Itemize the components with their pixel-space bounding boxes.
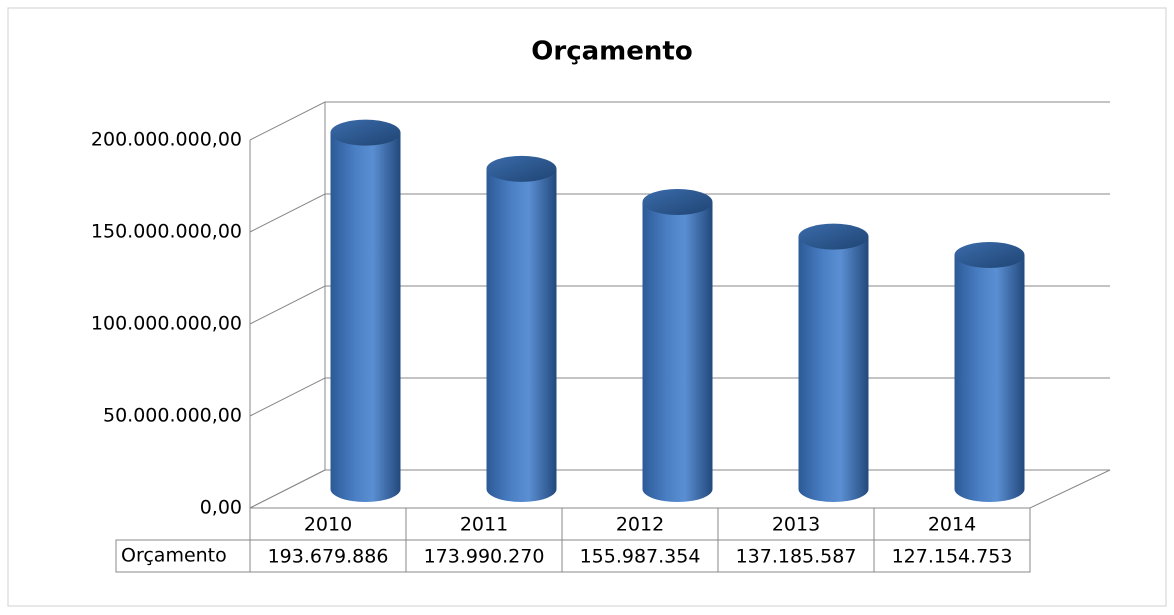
y-tick-label: 50.000.000,00 bbox=[103, 405, 242, 427]
x-tick-label: 2012 bbox=[616, 514, 664, 536]
table-value-cell bbox=[873, 539, 1031, 573]
chart-title: Orçamento bbox=[531, 37, 692, 67]
cylinder bbox=[486, 155, 557, 503]
cylinder bbox=[330, 119, 401, 503]
y-tick-label: 200.000.000,00 bbox=[91, 129, 242, 151]
cylinder-body bbox=[954, 255, 1025, 503]
cylinder bbox=[798, 223, 869, 503]
x-tick-label: 2014 bbox=[928, 514, 976, 536]
x-tick-label: 2010 bbox=[304, 514, 352, 536]
x-tick-label: 2013 bbox=[772, 514, 820, 536]
cylinder-top bbox=[330, 119, 401, 146]
cylinder bbox=[642, 188, 713, 503]
cylinder-top bbox=[642, 188, 713, 215]
cylinder bbox=[954, 242, 1025, 503]
data-label: 127.154.753 bbox=[892, 546, 1013, 568]
data-label: 137.185.587 bbox=[736, 546, 857, 568]
cylinder-body bbox=[798, 236, 869, 503]
grid-line bbox=[249, 101, 1110, 141]
data-label: 173.990.270 bbox=[424, 546, 545, 568]
data-label: 155.987.354 bbox=[580, 546, 701, 568]
cylinder-top bbox=[798, 223, 869, 250]
y-tick-label: 150.000.000,00 bbox=[91, 221, 242, 243]
legend-label: Orçamento bbox=[121, 545, 227, 567]
x-tick-label: 2011 bbox=[460, 514, 508, 536]
cylinder-top bbox=[954, 242, 1025, 269]
cylinder-body bbox=[330, 132, 401, 503]
y-tick-label: 0,00 bbox=[200, 497, 242, 519]
cylinder-top bbox=[486, 155, 557, 182]
grid-line bbox=[249, 193, 1110, 233]
data-label: 193.679.886 bbox=[268, 546, 389, 568]
cylinder-body bbox=[642, 201, 713, 503]
y-tick-label: 100.000.000,00 bbox=[91, 313, 242, 335]
cylinder-body bbox=[486, 168, 557, 503]
